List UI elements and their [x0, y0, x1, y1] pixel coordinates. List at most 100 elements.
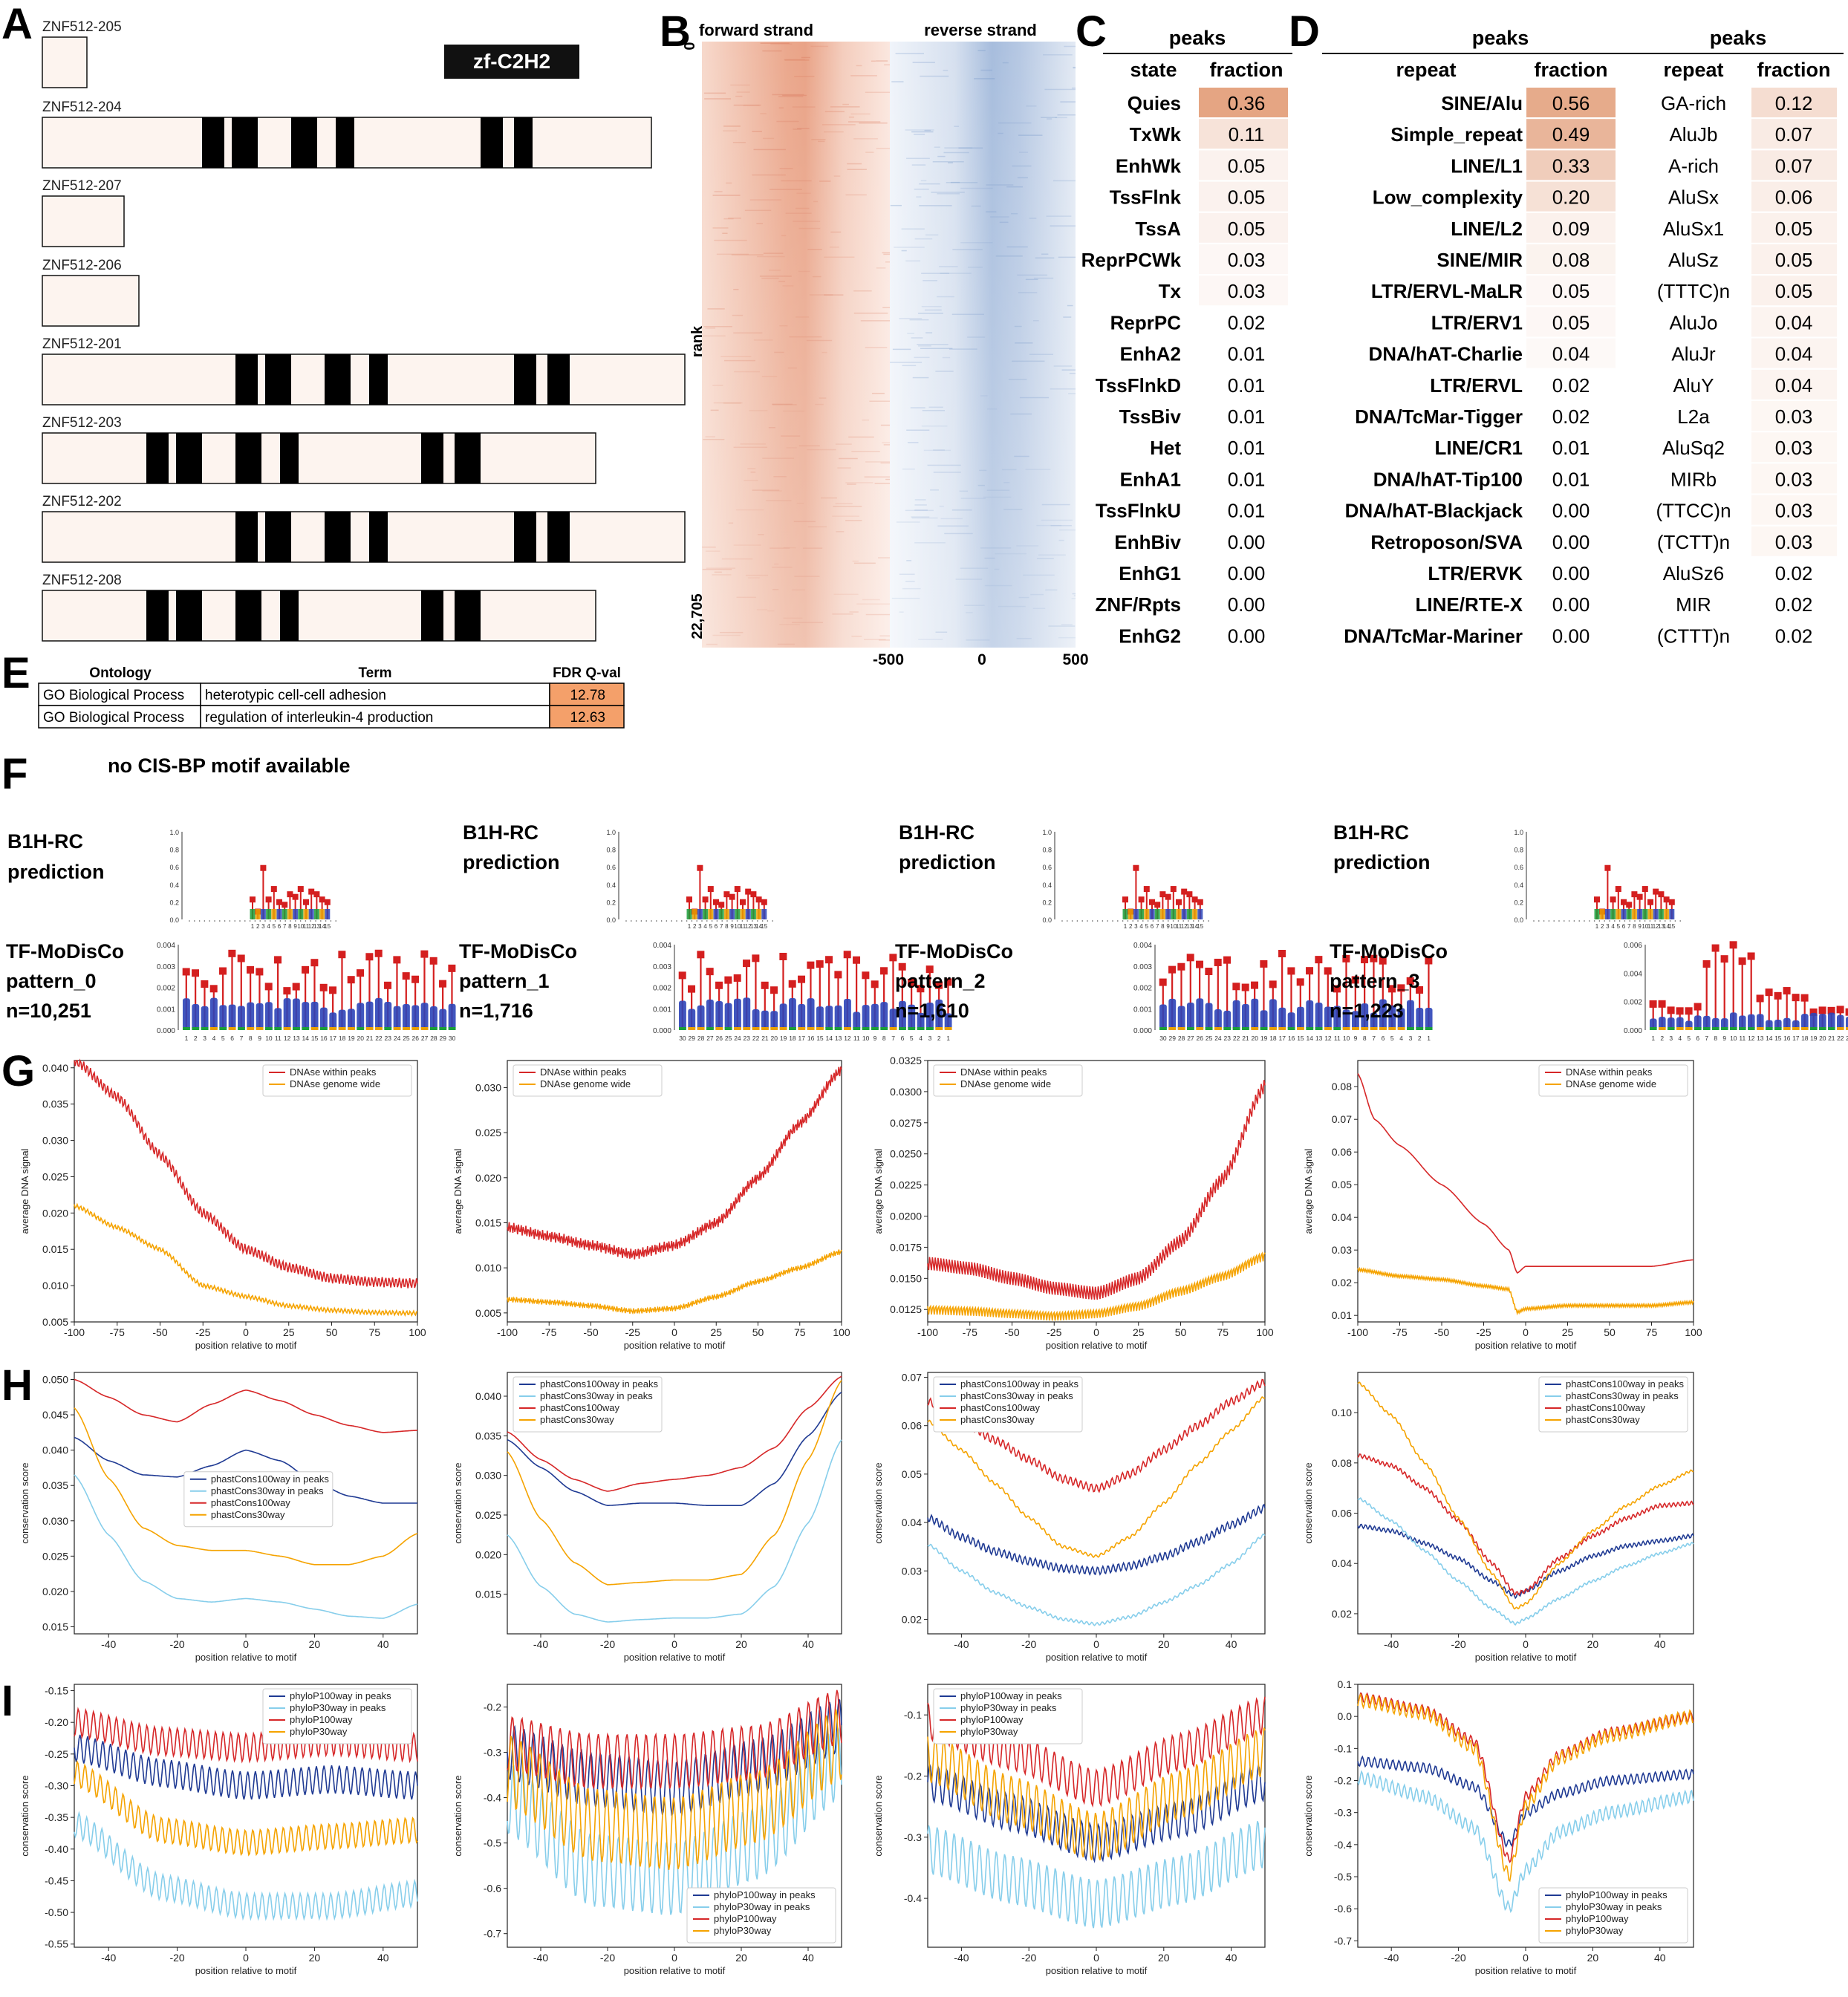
xtick-label: -40: [101, 1638, 116, 1650]
transcript-diagram: ZNF512-205 ZNF512-204 ZNF512-207 ZNF512-206…: [42, 19, 686, 642]
xtick-label: 20: [1587, 1952, 1599, 1964]
c-row-name-7: ReprPC: [1110, 311, 1182, 333]
tf-xtick-1-4: 26: [716, 1035, 723, 1042]
tf-stem-0-25: [414, 980, 417, 1030]
tf-letter-c-2-5: [1205, 1003, 1213, 1030]
tf-cap-1-8: [752, 954, 760, 962]
series-line-dnase-genome-wide: [74, 1202, 417, 1317]
tf-letter-c-1-2: [697, 1005, 705, 1030]
tf-xtick-2-2: 28: [1178, 1035, 1185, 1042]
tf-letter-c-1-5: [724, 1003, 732, 1030]
tf-cap-1-13: [798, 975, 806, 983]
transcript-name-ZNF512-202: ZNF512-202: [42, 494, 122, 509]
d-left-row-name-10: DNA/TcMar-Tigger: [1355, 405, 1523, 428]
tf-letter-c-2-27: [1407, 1000, 1414, 1030]
d-left-row-value-7: 0.05: [1552, 311, 1590, 333]
b1h-stem-1-4: [709, 890, 712, 919]
xtick-label: -75: [963, 1326, 977, 1338]
c-row-value-7: 0.02: [1228, 311, 1266, 333]
b1h-ytick-3-5: 0.0: [1514, 916, 1523, 924]
b1h-xtick-3-4: 5: [1617, 923, 1621, 930]
rank-axis-label: rank: [689, 325, 706, 357]
tf-xtick-1-1: 29: [689, 1035, 696, 1042]
b1h-cap-1-5: [713, 899, 719, 905]
tf-stem-1-8: [755, 959, 757, 1030]
x-axis-label: position relative to motif: [195, 1965, 297, 1976]
tf-stem-1-27: [928, 970, 931, 1030]
tf-stem-1-20: [865, 976, 867, 1030]
xtick-label: 20: [309, 1638, 321, 1650]
pattern-name-0: pattern_0: [6, 970, 97, 992]
tf-cap-1-20: [862, 971, 870, 980]
tf-letter-c-3-7: [1712, 1017, 1720, 1030]
b1h-xtick-0-9: 10: [297, 923, 304, 930]
ytick-label: 0.020: [475, 1172, 501, 1184]
d-right-row-value-9: 0.04: [1775, 374, 1813, 397]
tf-stem-1-23: [892, 958, 894, 1030]
tf-stem-1-18: [846, 955, 848, 1030]
e-row-0-ontology: GO Biological Process: [43, 688, 184, 703]
b1h-label2-0: prediction: [7, 861, 105, 883]
tf-label-0: TF-MoDisCo: [6, 940, 124, 962]
tf-stem-0-1: [195, 974, 197, 1030]
xtick-label: 0: [1093, 1952, 1099, 1964]
zf-c2h2-domain-ZNF512-204-2: [291, 117, 317, 168]
panel-e: E Ontology Term FDR Q-val GO Biological …: [1, 649, 625, 729]
b1h-xtick-0-6: 7: [283, 923, 287, 930]
tf-xtick-2-17: 13: [1315, 1035, 1323, 1042]
d-left-row-value-10: 0.02: [1552, 405, 1590, 428]
d-right-row-cell-bg-6: [1751, 276, 1837, 306]
d-left-table-body: SINE/Alu 0.56 Simple_repeat 0.49 LINE/L1 0.33…: [1344, 88, 1616, 647]
d-left-row-value-1: 0.49: [1552, 123, 1590, 146]
tf-cap-0-29: [448, 964, 456, 972]
b1h-stem-3-12: [1660, 896, 1662, 919]
d-right-row-name-1: AluJb: [1669, 123, 1717, 146]
b1h-xtick-3-3: 4: [1611, 923, 1615, 930]
xtick-label: 40: [802, 1638, 814, 1650]
series-line-phastcons30way-in-peaks: [74, 1474, 418, 1619]
tf-letter-c-3-12: [1757, 1014, 1764, 1030]
tf-letter-c-1-16: [825, 1006, 833, 1030]
panel-letter-e: E: [1, 649, 30, 697]
tf-letter-c-1-4: [715, 1000, 723, 1030]
tf-xtick-1-28: 2: [937, 1035, 941, 1042]
tf-label-3: TF-MoDisCo: [1330, 940, 1448, 962]
chart-i-2: -40 -20 0 20 40 -0.4 -0.3 -0.2 -0.1 position rela…: [873, 1684, 1266, 1976]
xtick-label: 25: [1133, 1326, 1145, 1338]
tf-letter-c-1-26: [917, 1012, 925, 1030]
e-row-1-fdr: 12.63: [570, 710, 605, 726]
xtick-label: -20: [1451, 1638, 1465, 1650]
d-right-table-body: GA-rich 0.12 AluJb 0.07 A-rich 0.07 AluSx 0.06 A…: [1656, 88, 1837, 647]
tf-cap-1-14: [807, 961, 815, 969]
ytick-label: -0.50: [45, 1906, 68, 1918]
y-axis-label: conservation score: [873, 1462, 884, 1543]
legend-entry: DNAse within peaks: [960, 1066, 1047, 1078]
b1h-stem-2-8: [1167, 898, 1169, 919]
tf-cap-3-20: [1827, 1006, 1835, 1014]
b1h-cap-3-14: [1668, 899, 1675, 905]
b1h-cap-2-4: [1143, 886, 1150, 893]
tf-ytick-3-2: 0.002: [1624, 999, 1642, 1007]
tf-cap-1-7: [743, 960, 751, 968]
zf-c2h2-domain-ZNF512-201-0: [235, 354, 258, 405]
tf-cap-0-8: [256, 968, 264, 976]
ytick-label: 0.015: [42, 1243, 68, 1255]
d-right-row-value-17: 0.02: [1775, 625, 1813, 647]
ytick-label: 0.020: [42, 1207, 68, 1219]
tf-letter-c-3-6: [1703, 1015, 1711, 1030]
xtick-label: -20: [1021, 1952, 1036, 1964]
tf-xtick-0-25: 26: [412, 1035, 420, 1042]
tf-xtick-2-22: 8: [1363, 1035, 1367, 1042]
y-axis-label: conservation score: [1303, 1462, 1314, 1543]
y-axis-label: conservation score: [452, 1462, 463, 1543]
xtick-label: -50: [1434, 1326, 1449, 1338]
tf-letter-c-1-8: [752, 1009, 760, 1030]
ytick-label: 0.02: [1332, 1277, 1352, 1289]
tf-stem-0-8: [258, 972, 261, 1030]
tf-xtick-1-19: 11: [853, 1035, 860, 1042]
legend-entry: phastCons100way in peaks: [960, 1378, 1078, 1390]
tf-ytick-2-0: 0.004: [1133, 942, 1152, 950]
tf-xtick-0-2: 3: [203, 1035, 206, 1042]
tf-xtick-0-0: 1: [185, 1035, 189, 1042]
